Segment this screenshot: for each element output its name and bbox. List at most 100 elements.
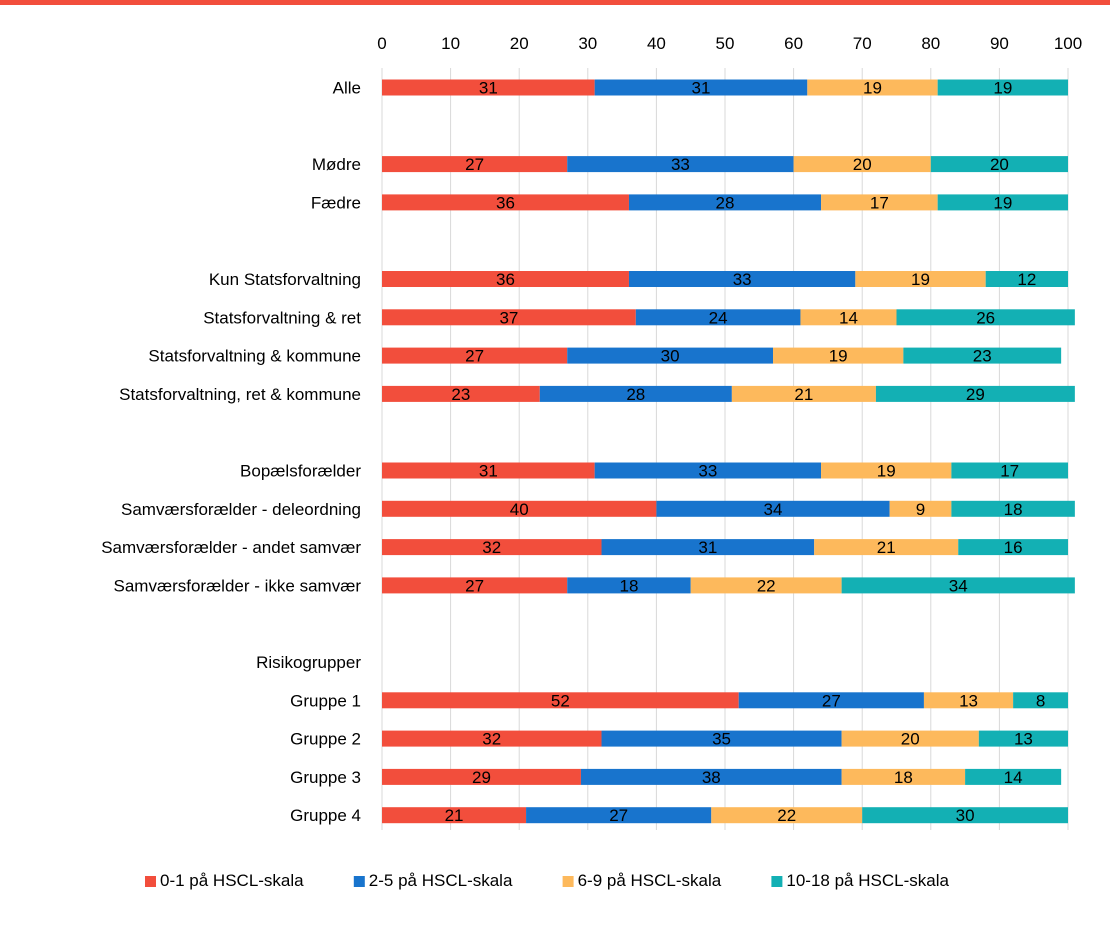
data-label: 28 [626,385,645,404]
bar-segment-6-9-paa-hscl-skala [773,347,904,364]
data-label: 38 [702,768,721,787]
gridlines [381,68,1069,830]
data-label: 21 [445,806,464,825]
data-label: 31 [479,462,498,481]
bar-segment-10-18-paa-hscl-skala [896,309,1075,326]
bar-segment-6-9-paa-hscl-skala [841,730,979,747]
data-label: 19 [863,79,882,98]
bar-segment-0-1-paa-hscl-skala [382,271,629,287]
bar-segment-10-18-paa-hscl-skala [1013,692,1068,709]
data-label: 22 [777,806,796,825]
category-label-gruppe-3: Gruppe 3 [290,768,361,787]
bar-segment-6-9-paa-hscl-skala [855,271,986,287]
category-label-moedre: Mødre [312,155,361,174]
category-label-statsforvaltning-ret: Statsforvaltning & ret [203,308,361,327]
category-label-kun-statsforvaltning: Kun Statsforvaltning [209,270,361,289]
data-label: 31 [692,79,711,98]
x-tick-label: 40 [647,34,666,53]
x-tick-label: 60 [784,34,803,53]
data-label: 23 [973,347,992,366]
x-tick-label: 80 [921,34,940,53]
bar-segment-10-18-paa-hscl-skala [937,79,1068,96]
data-label: 29 [966,385,985,404]
data-label: 30 [956,806,975,825]
x-tick-label: 0 [377,34,386,53]
bar-segment-10-18-paa-hscl-skala [958,539,1068,556]
category-label-samvaersforaelder-deleordning: Samværsforælder - deleordning [121,500,361,519]
category-label-statsforvaltning-kommune: Statsforvaltning & kommune [148,347,361,366]
bar-segment-10-18-paa-hscl-skala [862,807,1068,824]
data-label: 17 [870,193,889,212]
category-label-bopaelsforaelder: Bopælsforælder [240,462,361,481]
category-labels: Alle Mødre Fædre Kun Statsforvaltning Statsf… [101,79,361,826]
bar-segment-0-1-paa-hscl-skala [382,347,568,364]
bar-segment-2-5-paa-hscl-skala [628,194,822,211]
data-label: 37 [499,308,518,327]
legend-label: 6-9 på HSCL-skala [578,871,722,890]
bar-segment-10-18-paa-hscl-skala [951,500,1075,517]
x-tick-label: 50 [716,34,735,53]
bar-segment-10-18-paa-hscl-skala [930,156,1068,173]
bar-segment-6-9-paa-hscl-skala [711,807,863,824]
data-label: 19 [911,270,930,289]
data-label: 34 [764,500,783,519]
data-label: 20 [990,155,1009,174]
bar-segment-10-18-paa-hscl-skala [903,347,1062,364]
bar-segment-2-5-paa-hscl-skala [594,79,808,96]
bar-segment-2-5-paa-hscl-skala [601,730,842,747]
data-label: 31 [698,538,717,557]
data-label: 28 [716,193,735,212]
data-label: 14 [1004,768,1023,787]
legend-swatch-6-9-paa-hscl-skala [562,876,574,887]
data-label: 9 [916,500,925,519]
x-axis-ticks: 0 10 20 30 40 50 60 70 80 90 100 [377,34,1082,53]
bar-segment-2-5-paa-hscl-skala [539,385,732,402]
data-label: 35 [712,730,731,749]
data-label: 14 [839,308,858,327]
bar-segment-6-9-paa-hscl-skala [793,156,931,173]
bar-segment-10-18-paa-hscl-skala [937,194,1068,211]
bar-segment-10-18-paa-hscl-skala [951,462,1068,479]
bar-segment-2-5-paa-hscl-skala [656,500,890,517]
data-label: 19 [829,347,848,366]
category-label-alle: Alle [333,79,361,98]
bar-segment-10-18-paa-hscl-skala [978,730,1068,747]
legend-swatch-0-1-paa-hscl-skala [145,876,156,887]
x-tick-label: 90 [990,34,1009,53]
x-tick-label: 20 [510,34,529,53]
data-label: 18 [1004,500,1023,519]
bar-segment-2-5-paa-hscl-skala [594,462,822,479]
data-label: 33 [671,155,690,174]
data-label: 26 [976,308,995,327]
bar-segment-0-1-paa-hscl-skala [382,385,540,402]
data-label: 18 [619,576,638,595]
legend-label: 0-1 på HSCL-skala [160,871,304,890]
data-label: 34 [949,576,968,595]
bar-segment-0-1-paa-hscl-skala [382,500,657,517]
bar-segment-2-5-paa-hscl-skala [601,539,815,556]
bar-segment-6-9-paa-hscl-skala [731,385,876,402]
bar-segment-0-1-paa-hscl-skala [382,730,602,747]
bar-segment-0-1-paa-hscl-skala [382,692,739,709]
bar-segment-0-1-paa-hscl-skala [382,768,581,785]
bar-segment-2-5-paa-hscl-skala [635,309,801,326]
bar-segment-10-18-paa-hscl-skala [965,768,1062,785]
bar-segment-0-1-paa-hscl-skala [382,539,602,556]
bar-segment-6-9-paa-hscl-skala [690,577,842,594]
category-label-gruppe-2: Gruppe 2 [290,730,361,749]
data-label: 18 [894,768,913,787]
data-label: 27 [609,806,628,825]
data-label: 27 [465,347,484,366]
bar-segment-0-1-paa-hscl-skala [382,577,568,594]
data-label: 13 [1014,730,1033,749]
x-tick-label: 30 [578,34,597,53]
data-label: 19 [877,462,896,481]
bar-segment-2-5-paa-hscl-skala [526,807,712,824]
data-label: 20 [853,155,872,174]
bar-segment-10-18-paa-hscl-skala [841,577,1075,594]
bar-segment-10-18-paa-hscl-skala [875,385,1075,402]
category-label-statsforvaltning-ret-kommune: Statsforvaltning, ret & kommune [119,385,361,404]
category-label-gruppe-4: Gruppe 4 [290,806,361,825]
data-label: 13 [959,691,978,710]
